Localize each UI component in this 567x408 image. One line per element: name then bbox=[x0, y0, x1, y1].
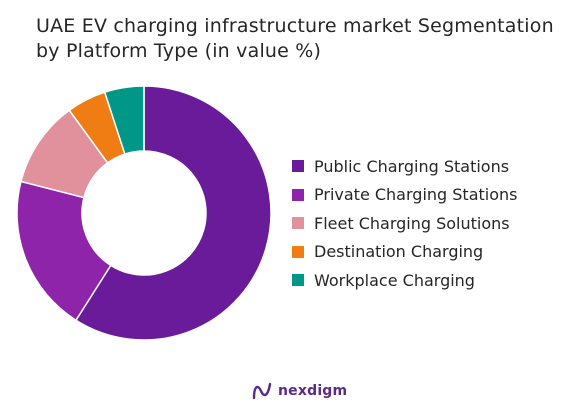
nexdigm-logo-icon bbox=[252, 382, 272, 400]
legend-label: Fleet Charging Solutions bbox=[314, 213, 510, 233]
legend-item: Private Charging Stations bbox=[292, 181, 517, 210]
donut-slice-private-charging-stations bbox=[16, 180, 112, 322]
legend-item: Destination Charging bbox=[292, 238, 517, 267]
chart-legend: Public Charging Stations Private Charging… bbox=[292, 152, 517, 295]
legend-swatch bbox=[292, 217, 304, 230]
chart-title: UAE EV charging infrastructure market Se… bbox=[36, 15, 554, 62]
legend-swatch bbox=[292, 245, 304, 258]
legend-swatch bbox=[292, 274, 304, 287]
donut-slice-public-charging-stations bbox=[74, 85, 272, 341]
legend-label: Public Charging Stations bbox=[314, 156, 510, 176]
brand-name: nexdigm bbox=[278, 383, 348, 399]
legend-label: Workplace Charging bbox=[314, 270, 475, 290]
donut-slice-workplace-charging bbox=[103, 85, 145, 155]
legend-label: Destination Charging bbox=[314, 242, 484, 262]
brand-logo: nexdigm bbox=[252, 382, 347, 400]
legend-item: Workplace Charging bbox=[292, 266, 517, 295]
legend-item: Fleet Charging Solutions bbox=[292, 209, 517, 238]
legend-swatch bbox=[292, 160, 304, 173]
legend-swatch bbox=[292, 188, 304, 201]
legend-label: Private Charging Stations bbox=[314, 185, 518, 205]
legend-item: Public Charging Stations bbox=[292, 152, 517, 181]
